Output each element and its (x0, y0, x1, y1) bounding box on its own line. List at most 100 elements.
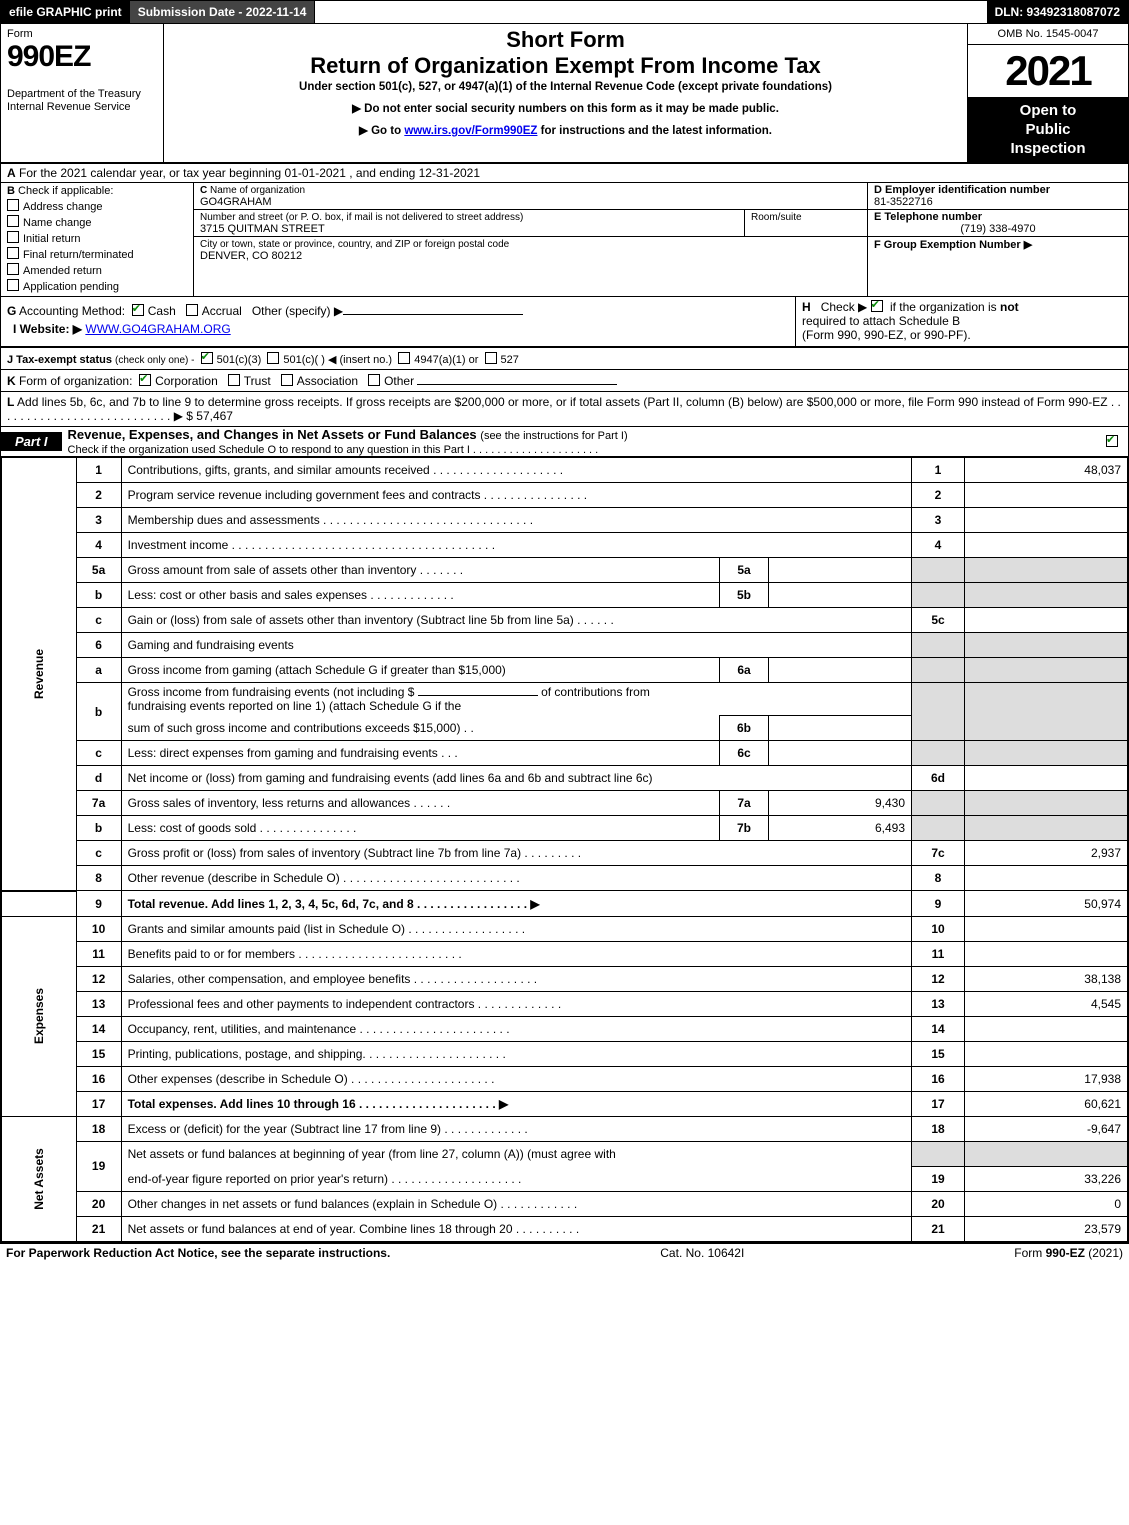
g-label: G (7, 304, 16, 318)
shade-5a (912, 558, 965, 583)
open-line3: Inspection (974, 140, 1122, 159)
i-label: I Website: ▶ (13, 322, 82, 336)
d-ein: D Employer identification number 81-3522… (868, 183, 1128, 210)
check-final-return[interactable]: Final return/terminated (7, 246, 187, 261)
line-6c: c Less: direct expenses from gaming and … (2, 741, 1128, 766)
h-text1: Check ▶ (821, 300, 868, 314)
shade-6 (912, 633, 965, 658)
part-1-title: Revenue, Expenses, and Changes in Net As… (68, 427, 481, 442)
check-association[interactable] (281, 374, 293, 386)
line-6b-desc1: Gross income from fundraising events (no… (121, 683, 911, 716)
check-amended-return[interactable]: Amended return (7, 262, 187, 277)
open-line2: Public (974, 121, 1122, 140)
directive-1: ▶ Do not enter social security numbers o… (170, 101, 961, 115)
check-initial-return[interactable]: Initial return (7, 230, 187, 245)
line-6: 6 Gaming and fundraising events (2, 633, 1128, 658)
line-16: 16 Other expenses (describe in Schedule … (2, 1066, 1128, 1091)
header-left: Form 990EZ Department of the Treasury In… (1, 24, 164, 162)
expenses-group-label: Expenses (2, 916, 77, 1116)
row-l-gross-receipts: L Add lines 5b, 6c, and 7b to line 9 to … (1, 392, 1128, 427)
line-3: 3 Membership dues and assessments . . . … (2, 508, 1128, 533)
line-19-part2: end-of-year figure reported on prior yea… (2, 1166, 1128, 1191)
part-1-subtitle: Check if the organization used Schedule … (68, 444, 599, 456)
section-def: D Employer identification number 81-3522… (868, 183, 1128, 296)
check-application-pending[interactable]: Application pending (7, 278, 187, 293)
line-11: 11 Benefits paid to or for members . . .… (2, 941, 1128, 966)
check-527[interactable] (485, 352, 497, 364)
f-label: F Group Exemption Number ▶ (874, 239, 1032, 251)
shade-19 (912, 1141, 965, 1166)
h-text2: if the organization is (890, 300, 1000, 314)
check-other-org[interactable] (368, 374, 380, 386)
c-street-label: Number and street (or P. O. box, if mail… (200, 212, 523, 223)
directive-2-post: for instructions and the latest informat… (541, 125, 772, 137)
row-h-schedule-b: H Check ▶ if the organization is not req… (795, 297, 1128, 346)
section-b-c-def: B Check if applicable: Address change Na… (1, 183, 1128, 297)
check-501c[interactable] (267, 352, 279, 364)
internal-revenue-service: Internal Revenue Service (7, 101, 157, 114)
shade-6a (912, 658, 965, 683)
shade-5b-val (965, 583, 1128, 608)
org-name: GO4GRAHAM (200, 196, 272, 208)
row-j-tax-exempt-status: J Tax-exempt status (check only one) - 5… (1, 347, 1128, 370)
c-name-cell: C Name of organization GO4GRAHAM (194, 183, 867, 210)
check-name-change[interactable]: Name change (7, 214, 187, 229)
check-4947a1[interactable] (398, 352, 410, 364)
check-h[interactable] (871, 300, 883, 312)
website-link[interactable]: WWW.GO4GRAHAM.ORG (85, 322, 230, 336)
shade-7a (912, 791, 965, 816)
org-city: DENVER, CO 80212 (200, 250, 302, 262)
line-15: 15 Printing, publications, postage, and … (2, 1041, 1128, 1066)
line-6a: a Gross income from gaming (attach Sched… (2, 658, 1128, 683)
shade-6b (912, 683, 965, 741)
h-label: H (802, 300, 811, 314)
ein-value: 81-3522716 (874, 196, 933, 208)
part-1-header: Part I Revenue, Expenses, and Changes in… (1, 427, 1128, 457)
section-c-address: C Name of organization GO4GRAHAM Number … (194, 183, 868, 296)
line-17: 17 Total expenses. Add lines 10 through … (2, 1091, 1128, 1116)
schedule-o-check-wrap (1106, 434, 1122, 449)
g-text: Accounting Method: (19, 304, 125, 318)
omb-number: OMB No. 1545-0047 (968, 24, 1128, 45)
line-1: Revenue 1 Contributions, gifts, grants, … (2, 458, 1128, 483)
line-5c: c Gain or (loss) from sale of assets oth… (2, 608, 1128, 633)
check-corporation[interactable] (139, 374, 151, 386)
f-group-exemption: F Group Exemption Number ▶ (868, 237, 1128, 296)
instructions-link[interactable]: www.irs.gov/Form990EZ (404, 125, 537, 137)
form-footer-id: Form 990-EZ (2021) (1014, 1246, 1123, 1260)
other-org-fill (417, 384, 617, 385)
shade-6-val (965, 633, 1128, 658)
revenue-group-label: Revenue (2, 458, 77, 891)
check-cash[interactable] (132, 304, 144, 316)
page-footer: For Paperwork Reduction Act Notice, see … (0, 1243, 1129, 1262)
revenue-bottom-cap (2, 891, 77, 917)
k-text: Form of organization: (19, 374, 132, 388)
line-20: 20 Other changes in net assets or fund b… (2, 1191, 1128, 1216)
row-a-text: For the 2021 calendar year, or tax year … (19, 166, 480, 180)
shade-5a-val (965, 558, 1128, 583)
shade-6c-val (965, 741, 1128, 766)
line-7b: b Less: cost of goods sold . . . . . . .… (2, 816, 1128, 841)
line-6b-part1: b Gross income from fundraising events (… (2, 683, 1128, 716)
check-501c3[interactable] (201, 352, 213, 364)
line-12: 12 Salaries, other compensation, and emp… (2, 966, 1128, 991)
tax-year: 2021 (968, 45, 1128, 98)
org-street: 3715 QUITMAN STREET (200, 223, 325, 235)
form-number: 990EZ (7, 40, 157, 74)
form-990ez: efile GRAPHIC print Submission Date - 20… (0, 0, 1129, 1243)
line-18: Net Assets 18 Excess or (deficit) for th… (2, 1116, 1128, 1141)
c-city-cell: City or town, state or province, country… (194, 237, 867, 263)
check-trust[interactable] (228, 374, 240, 386)
check-accrual[interactable] (186, 304, 198, 316)
schedule-o-checkbox[interactable] (1106, 435, 1118, 447)
line-6d: d Net income or (loss) from gaming and f… (2, 766, 1128, 791)
d-label: D Employer identification number (874, 184, 1050, 196)
shade-6a-val (965, 658, 1128, 683)
l-label: L (7, 395, 14, 409)
line-9: 9 Total revenue. Add lines 1, 2, 3, 4, 5… (2, 891, 1128, 917)
check-address-change[interactable]: Address change (7, 198, 187, 213)
line-10: Expenses 10 Grants and similar amounts p… (2, 916, 1128, 941)
row-g-h: G Accounting Method: Cash Accrual Other … (1, 297, 1128, 347)
shade-6c (912, 741, 965, 766)
line-2: 2 Program service revenue including gove… (2, 483, 1128, 508)
